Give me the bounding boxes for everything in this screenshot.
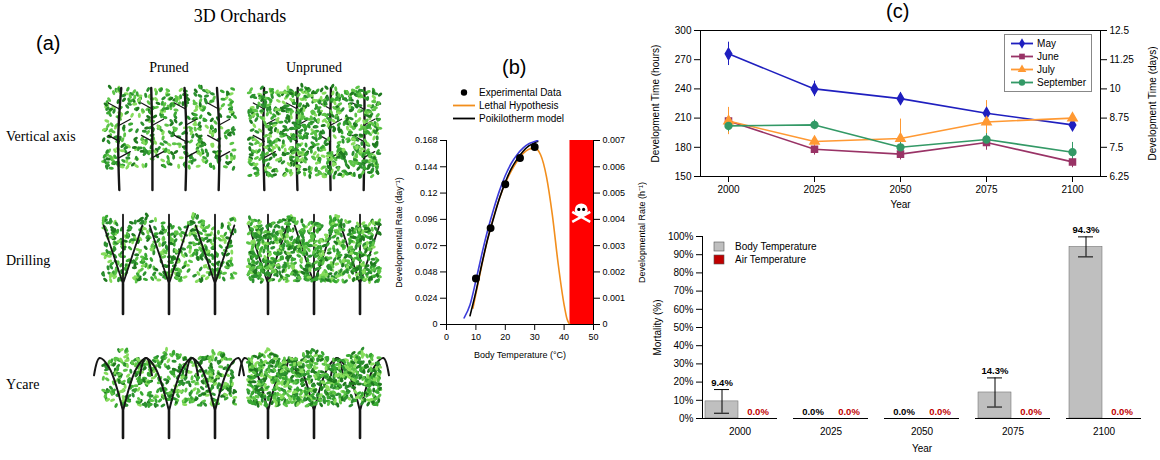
svg-text:0.072: 0.072 (415, 241, 438, 251)
svg-text:50: 50 (588, 332, 598, 342)
svg-text:14.3%: 14.3% (982, 365, 1009, 376)
svg-text:11.25: 11.25 (1110, 54, 1135, 65)
svg-text:0.005: 0.005 (603, 188, 626, 198)
svg-text:0.168: 0.168 (415, 135, 438, 145)
svg-text:9.4%: 9.4% (711, 377, 733, 388)
svg-text:20: 20 (500, 332, 510, 342)
svg-text:Ycare: Ycare (6, 377, 39, 392)
svg-text:2100: 2100 (1061, 184, 1084, 195)
svg-text:Developmental Rate (h⁻¹): Developmental Rate (h⁻¹) (637, 182, 647, 283)
svg-text:Year: Year (890, 199, 911, 210)
svg-text:0.0%: 0.0% (802, 406, 824, 417)
svg-text:Drilling: Drilling (6, 253, 50, 268)
html-text:July: July (1037, 64, 1055, 75)
html-text:Body Temperature: Body Temperature (735, 241, 817, 252)
svg-text:0.144: 0.144 (415, 162, 438, 172)
svg-text:0.001: 0.001 (603, 293, 626, 303)
svg-text:2050: 2050 (911, 426, 934, 437)
svg-text:8.75: 8.75 (1110, 112, 1130, 123)
svg-text:10%: 10% (673, 395, 693, 406)
svg-text:30%: 30% (673, 358, 693, 369)
svg-text:0.004: 0.004 (603, 214, 626, 224)
svg-text:0.0%: 0.0% (838, 406, 860, 417)
svg-text:0%: 0% (679, 413, 694, 424)
svg-text:2000: 2000 (729, 426, 752, 437)
svg-text:Development Time (hours): Development Time (hours) (650, 45, 661, 163)
svg-text:0.006: 0.006 (603, 162, 626, 172)
svg-text:300: 300 (675, 25, 692, 36)
svg-text:270: 270 (675, 54, 692, 65)
svg-text:80%: 80% (673, 267, 693, 278)
svg-text:12.5: 12.5 (1110, 25, 1130, 36)
svg-text:Development Time (days): Development Time (days) (1147, 47, 1158, 161)
svg-text:0: 0 (444, 332, 449, 342)
html-text:(c): (c) (886, 0, 910, 22)
svg-text:20%: 20% (673, 376, 693, 387)
html-text:Poikilotherm model: Poikilotherm model (479, 113, 564, 124)
svg-text:0.0%: 0.0% (893, 406, 915, 417)
svg-text:2025: 2025 (820, 426, 843, 437)
html-text:Lethal Hypothesis: Lethal Hypothesis (479, 100, 559, 111)
svg-text:Developmental Rate (day⁻¹): Developmental Rate (day⁻¹) (394, 177, 404, 288)
svg-text:210: 210 (675, 112, 692, 123)
svg-text:40: 40 (559, 332, 569, 342)
html-text:May: May (1037, 38, 1056, 49)
svg-text:94.3%: 94.3% (1073, 224, 1100, 235)
svg-text:0.0%: 0.0% (1020, 406, 1042, 417)
svg-text:3D Orchards: 3D Orchards (194, 6, 286, 26)
html-text:Experimental Data: Experimental Data (479, 87, 562, 98)
svg-text:180: 180 (675, 142, 692, 153)
svg-text:Unpruned: Unpruned (286, 60, 342, 75)
svg-text:0: 0 (603, 319, 608, 329)
svg-text:(a): (a) (36, 32, 60, 54)
html-text:(b): (b) (502, 56, 527, 78)
svg-text:10: 10 (1110, 83, 1122, 94)
svg-text:Mortality (%): Mortality (%) (652, 299, 663, 355)
svg-text:10: 10 (471, 332, 481, 342)
html-text:September: September (1037, 77, 1086, 88)
svg-text:Year: Year (912, 443, 933, 454)
svg-text:0.024: 0.024 (415, 293, 438, 303)
svg-text:Pruned: Pruned (149, 60, 189, 75)
html-text:Air Temperature: Air Temperature (735, 254, 806, 265)
svg-text:0.007: 0.007 (603, 135, 626, 145)
svg-text:50%: 50% (673, 322, 693, 333)
svg-text:2075: 2075 (1002, 426, 1025, 437)
svg-text:Vertical axis: Vertical axis (6, 129, 76, 144)
html-text:June: June (1037, 51, 1059, 62)
svg-text:0.048: 0.048 (415, 267, 438, 277)
svg-text:0.12: 0.12 (420, 188, 438, 198)
svg-text:0.0%: 0.0% (1111, 406, 1133, 417)
svg-text:90%: 90% (673, 249, 693, 260)
svg-text:0.0%: 0.0% (929, 406, 951, 417)
svg-text:40%: 40% (673, 340, 693, 351)
svg-text:0.002: 0.002 (603, 267, 626, 277)
svg-text:Body Temperature (°C): Body Temperature (°C) (474, 350, 566, 360)
svg-text:0.003: 0.003 (603, 241, 626, 251)
svg-text:2075: 2075 (975, 184, 998, 195)
svg-text:0.0%: 0.0% (747, 406, 769, 417)
svg-text:6.25: 6.25 (1110, 171, 1130, 182)
svg-text:60%: 60% (673, 304, 693, 315)
svg-text:2050: 2050 (889, 184, 912, 195)
svg-text:2000: 2000 (717, 184, 740, 195)
svg-text:0: 0 (432, 319, 437, 329)
svg-text:150: 150 (675, 171, 692, 182)
svg-text:30: 30 (530, 332, 540, 342)
svg-text:2100: 2100 (1093, 426, 1116, 437)
svg-text:70%: 70% (673, 285, 693, 296)
svg-text:2025: 2025 (803, 184, 826, 195)
svg-text:100%: 100% (668, 231, 694, 242)
svg-text:7.5: 7.5 (1110, 142, 1124, 153)
svg-text:240: 240 (675, 83, 692, 94)
svg-text:0.096: 0.096 (415, 214, 438, 224)
